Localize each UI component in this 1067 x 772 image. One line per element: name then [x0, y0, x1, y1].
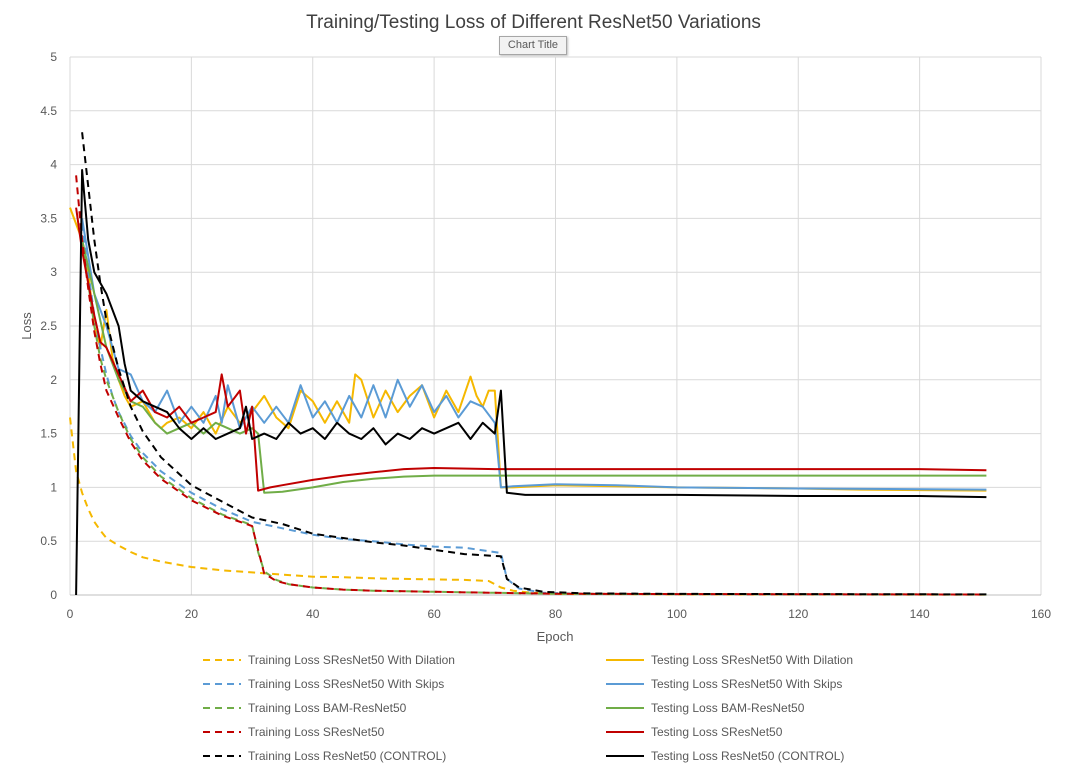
gridlines — [69, 56, 1042, 596]
x-tick-label: 160 — [1031, 607, 1051, 621]
y-tick-label: 1.5 — [40, 427, 57, 441]
chart-title-placeholder-tag[interactable]: Chart Title — [499, 36, 567, 55]
x-axis-label: Epoch — [537, 629, 574, 644]
series-lines — [69, 132, 987, 596]
legend-entry: Training Loss ResNet50 (CONTROL) — [248, 749, 446, 763]
legend-entry: Training Loss SResNet50 With Dilation — [248, 653, 455, 667]
legend-entry: Testing Loss SResNet50 With Skips — [651, 677, 842, 691]
series-line-9 — [75, 169, 987, 596]
legend-entry: Training Loss BAM-ResNet50 — [248, 701, 407, 715]
y-tick-label: 3 — [50, 265, 57, 279]
y-tick-label: 0.5 — [40, 534, 57, 548]
y-tick-label: 0 — [50, 588, 57, 602]
y-axis-ticks: 0 0.5 1 1.5 2 2.5 3 3.5 4 4.5 5 — [40, 50, 57, 602]
x-tick-label: 60 — [427, 607, 441, 621]
series-line-3 — [81, 218, 987, 491]
chart-title: Training/Testing Loss of Different ResNe… — [306, 12, 761, 33]
legend-entry: Testing Loss BAM-ResNet50 — [651, 701, 805, 715]
y-tick-label: 2.5 — [40, 319, 57, 333]
y-tick-label: 5 — [50, 50, 57, 64]
series-line-5 — [81, 239, 987, 494]
y-axis-label: Loss — [19, 312, 34, 340]
x-tick-label: 0 — [67, 607, 74, 621]
x-tick-label: 40 — [306, 607, 320, 621]
y-tick-label: 4.5 — [40, 104, 57, 118]
x-tick-label: 80 — [549, 607, 563, 621]
y-tick-label: 2 — [50, 373, 57, 387]
x-tick-label: 20 — [185, 607, 199, 621]
legend-entry: Testing Loss ResNet50 (CONTROL) — [651, 749, 844, 763]
y-tick-label: 1 — [50, 480, 57, 494]
series-line-8 — [81, 132, 987, 596]
series-line-1 — [69, 207, 987, 492]
x-axis-ticks: 0 20 40 60 80 100 120 140 160 — [67, 607, 1052, 621]
x-tick-label: 140 — [910, 607, 930, 621]
legend-entry: Training Loss SResNet50 — [248, 725, 385, 739]
x-tick-label: 100 — [667, 607, 687, 621]
series-line-7 — [75, 207, 987, 492]
series-line-2 — [81, 223, 987, 596]
x-tick-label: 120 — [788, 607, 808, 621]
series-line-6 — [75, 175, 987, 596]
legend: Training Loss SResNet50 With Dilation Tes… — [203, 653, 853, 763]
legend-entry: Testing Loss SResNet50 With Dilation — [651, 653, 853, 667]
y-tick-label: 3.5 — [40, 211, 57, 225]
legend-entry: Testing Loss SResNet50 — [651, 725, 783, 739]
legend-entry: Training Loss SResNet50 With Skips — [248, 677, 444, 691]
y-tick-label: 4 — [50, 158, 57, 172]
series-line-0 — [69, 417, 987, 596]
